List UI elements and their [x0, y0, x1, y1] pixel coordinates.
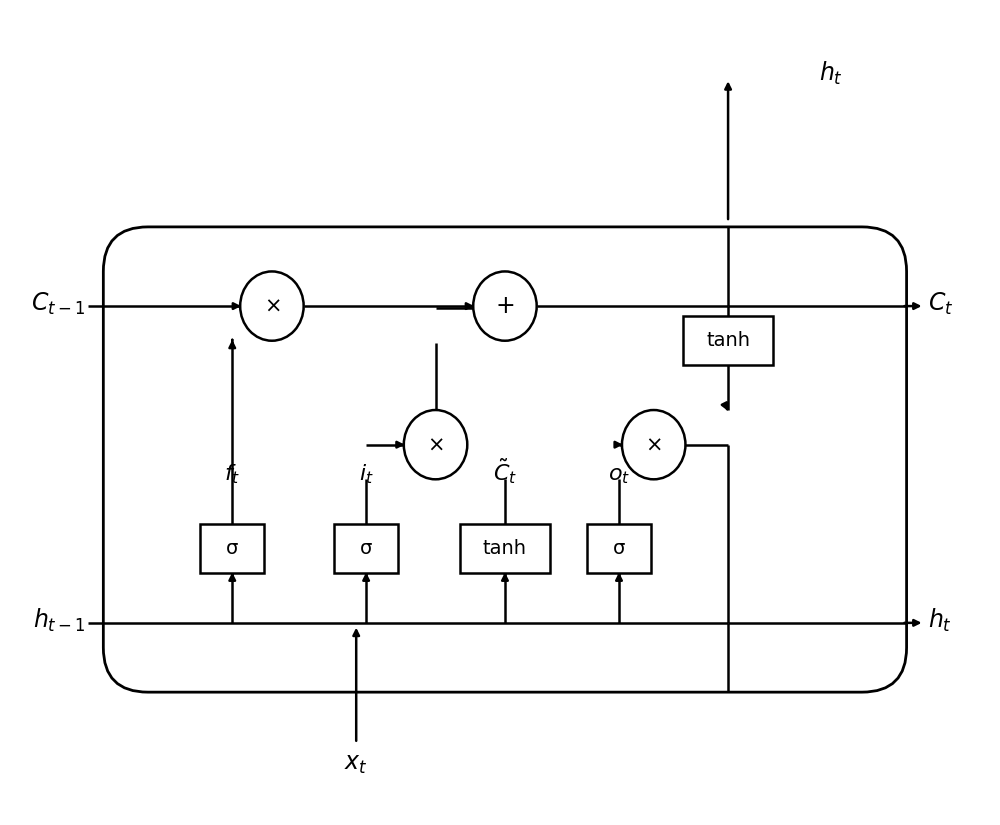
Text: $h_t$: $h_t$ — [819, 60, 843, 87]
Text: $f_t$: $f_t$ — [224, 463, 240, 486]
Text: σ: σ — [226, 539, 238, 558]
Text: $\times$: $\times$ — [645, 435, 662, 455]
Ellipse shape — [622, 410, 685, 479]
Text: tanh: tanh — [706, 331, 750, 351]
FancyBboxPatch shape — [334, 524, 398, 573]
FancyBboxPatch shape — [460, 524, 550, 573]
Text: $i_t$: $i_t$ — [359, 463, 373, 486]
Ellipse shape — [404, 410, 467, 479]
Text: $\times$: $\times$ — [264, 296, 280, 316]
Ellipse shape — [473, 271, 537, 341]
Text: $h_t$: $h_t$ — [928, 607, 952, 634]
Text: $h_{t-1}$: $h_{t-1}$ — [33, 607, 85, 634]
FancyBboxPatch shape — [200, 524, 264, 573]
FancyBboxPatch shape — [587, 524, 651, 573]
Text: $C_{t-1}$: $C_{t-1}$ — [31, 291, 85, 317]
Text: $\times$: $\times$ — [427, 435, 444, 455]
FancyBboxPatch shape — [683, 316, 773, 365]
Ellipse shape — [240, 271, 304, 341]
Text: $+$: $+$ — [495, 294, 515, 318]
Text: $\tilde{C}_t$: $\tilde{C}_t$ — [493, 456, 517, 486]
Text: $C_t$: $C_t$ — [928, 291, 954, 317]
FancyBboxPatch shape — [103, 227, 907, 692]
Text: σ: σ — [360, 539, 372, 558]
Text: σ: σ — [613, 539, 625, 558]
Text: tanh: tanh — [483, 539, 527, 558]
Text: $o_t$: $o_t$ — [608, 466, 630, 486]
Text: $x_t$: $x_t$ — [344, 752, 368, 776]
